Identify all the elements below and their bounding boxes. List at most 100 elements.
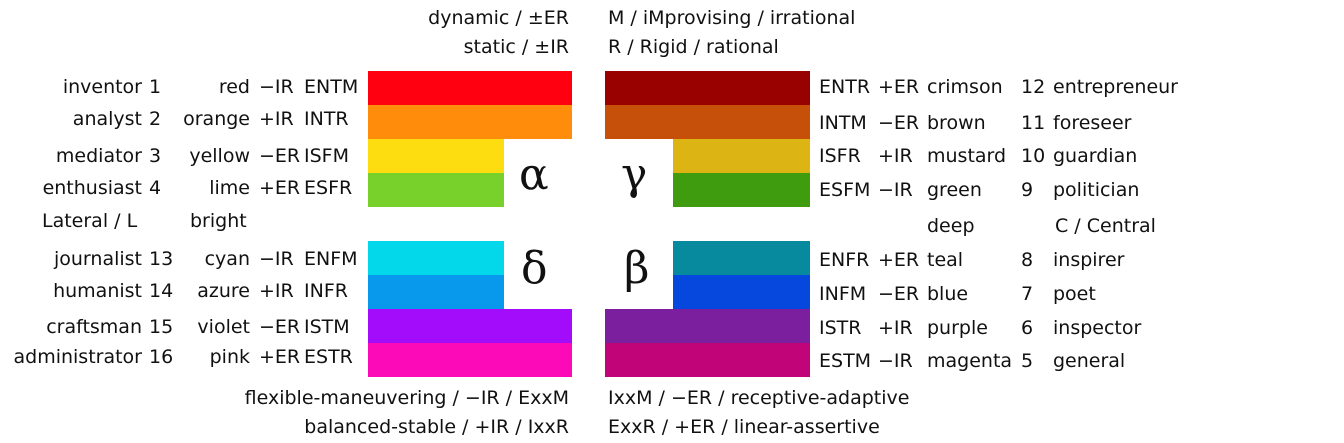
left-color-label: orange (183, 108, 250, 130)
left-number-label: 1 (149, 76, 162, 98)
left-role-label: analyst (72, 108, 142, 130)
right-number-label: 7 (1021, 283, 1034, 305)
right-role-label: poet (1053, 283, 1096, 305)
right-color-label: crimson (927, 76, 1003, 98)
deep-label: deep (927, 215, 975, 237)
left-color-label: red (218, 76, 250, 98)
right-type-label: ESTM (819, 350, 872, 372)
right-color-bar (673, 275, 810, 309)
right-type-label: INFM (819, 283, 867, 305)
right-role-label: inspector (1053, 317, 1142, 339)
right-ir-label: −ER (878, 112, 920, 134)
right-ir-label: −IR (878, 179, 913, 201)
left-role-label: craftsman (46, 316, 142, 338)
left-type-label: INFR (304, 280, 348, 302)
right-number-label: 8 (1021, 249, 1034, 271)
lateral-label: Lateral / L (42, 210, 138, 232)
right-color-label: blue (927, 283, 969, 305)
quadrant-alpha: α (519, 149, 549, 200)
right-color-label: purple (927, 317, 988, 339)
left-number-label: 13 (149, 248, 174, 270)
right-color-label: brown (927, 112, 986, 134)
right-role-label: entrepreneur (1053, 76, 1178, 98)
header-irrational-label: M / iMprovising / irrational (608, 7, 856, 29)
right-number-label: 10 (1021, 145, 1046, 167)
right-color-label: teal (927, 249, 964, 271)
quadrant-gamma: γ (621, 149, 648, 200)
left-role-label: enthusiast (42, 177, 142, 199)
footer-receptive-label: IxxM / −ER / receptive-adaptive (608, 387, 910, 409)
right-role-label: general (1053, 350, 1126, 372)
left-ir-label: +IR (259, 280, 294, 302)
right-ir-label: +ER (878, 76, 920, 98)
left-type-label: ENTM (304, 76, 359, 98)
right-color-bar (605, 343, 810, 377)
left-color-bar (368, 71, 572, 105)
left-type-label: INTR (304, 108, 349, 130)
left-color-bar (368, 241, 504, 275)
bright-label: bright (190, 210, 247, 232)
left-number-label: 14 (149, 280, 174, 302)
quadrant-beta: β (624, 243, 650, 294)
left-type-label: ISTM (304, 316, 350, 338)
right-number-label: 9 (1021, 179, 1034, 201)
left-color-label: pink (209, 346, 250, 368)
right-color-label: green (927, 179, 982, 201)
left-color-bar (368, 309, 572, 343)
right-role-label: guardian (1053, 145, 1138, 167)
right-color-bar (605, 71, 810, 105)
right-role-label: politician (1053, 179, 1140, 201)
left-color-label: cyan (204, 248, 250, 270)
left-color-bar (368, 275, 504, 309)
header-static-label: static / ±IR (463, 36, 569, 58)
quadrant-delta: δ (521, 243, 548, 294)
left-type-label: ISFM (304, 145, 349, 167)
right-type-label: ISFR (819, 145, 861, 167)
left-number-label: 15 (149, 316, 174, 338)
right-ir-label: +ER (878, 249, 920, 271)
left-ir-label: −IR (259, 76, 294, 98)
left-ir-label: +ER (259, 346, 301, 368)
left-role-label: administrator (13, 346, 142, 368)
left-color-bar (368, 139, 504, 173)
left-ir-label: −IR (259, 248, 294, 270)
left-type-label: ENFM (304, 248, 358, 270)
right-number-label: 5 (1021, 350, 1034, 372)
left-number-label: 4 (149, 177, 162, 199)
left-role-label: inventor (62, 76, 142, 98)
right-role-label: foreseer (1053, 112, 1132, 134)
left-type-label: ESFR (304, 177, 353, 199)
right-number-label: 11 (1021, 112, 1046, 134)
right-number-label: 12 (1021, 76, 1046, 98)
left-color-label: azure (197, 280, 250, 302)
right-type-label: ENFR (819, 249, 870, 271)
left-color-bar (368, 343, 572, 377)
left-type-label: ESTR (304, 346, 353, 368)
right-type-label: ESFM (819, 179, 871, 201)
footer-flexible-label: flexible-maneuvering / −IR / ExxM (244, 387, 569, 409)
right-color-bar (673, 173, 810, 207)
right-ir-label: −ER (878, 283, 920, 305)
right-color-label: mustard (927, 145, 1007, 167)
left-number-label: 2 (149, 108, 162, 130)
header-rational-label: R / Rigid / rational (608, 36, 779, 58)
left-ir-label: +ER (259, 177, 301, 199)
right-color-bar (605, 105, 810, 139)
left-ir-label: −ER (259, 316, 301, 338)
left-role-label: journalist (53, 248, 142, 270)
left-color-label: yellow (189, 145, 250, 167)
footer-balanced-label: balanced-stable / +IR / IxxR (304, 416, 569, 438)
left-ir-label: +IR (259, 108, 294, 130)
right-color-bar (673, 241, 810, 275)
right-ir-label: −IR (878, 350, 913, 372)
left-number-label: 16 (149, 346, 174, 368)
left-ir-label: −ER (259, 145, 301, 167)
footer-linear-label: ExxR / +ER / linear-assertive (608, 416, 880, 438)
right-type-label: ISTR (819, 317, 862, 339)
right-type-label: INTM (819, 112, 867, 134)
header-dynamic-label: dynamic / ±ER (428, 7, 569, 29)
left-number-label: 3 (149, 145, 162, 167)
right-ir-label: +IR (878, 145, 913, 167)
right-type-label: ENTR (819, 76, 871, 98)
left-color-label: violet (197, 316, 250, 338)
